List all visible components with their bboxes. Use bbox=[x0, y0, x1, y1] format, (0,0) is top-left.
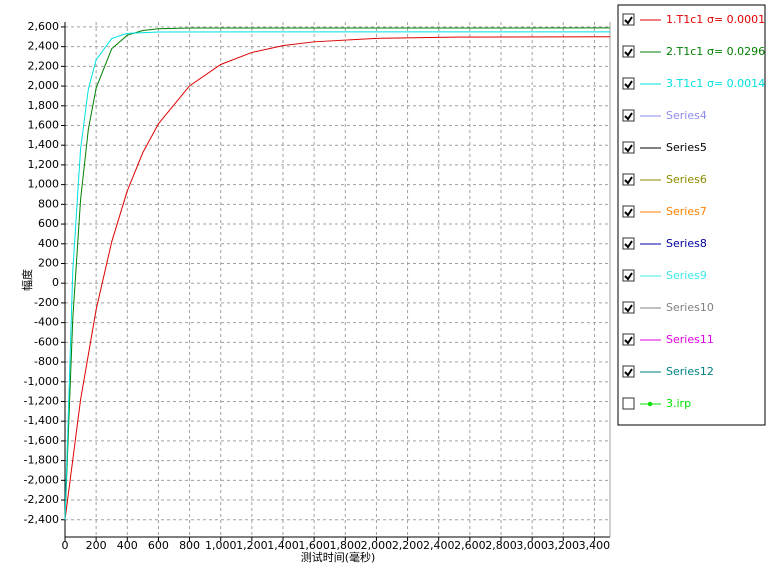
x-tick-label: 2,200 bbox=[392, 539, 424, 552]
x-tick-label: 1,400 bbox=[267, 539, 299, 552]
y-tick-label: -2,400 bbox=[24, 513, 59, 526]
data-line bbox=[64, 36, 611, 520]
y-tick-label: 2,600 bbox=[28, 20, 60, 33]
checkmark bbox=[624, 336, 633, 345]
x-tick-label: 3,200 bbox=[548, 539, 580, 552]
y-tick-label: -2,200 bbox=[24, 493, 59, 506]
y-tick-label: 2,200 bbox=[28, 59, 60, 72]
legend-sigma: σ= 0.0014 bbox=[707, 77, 765, 90]
x-tick-label: 1,800 bbox=[330, 539, 362, 552]
legend-label: Series7 bbox=[666, 205, 707, 218]
data-line bbox=[64, 31, 611, 520]
legend-checkbox[interactable] bbox=[622, 237, 635, 250]
y-tick-label: -400 bbox=[34, 316, 59, 329]
x-tick-label: 2,400 bbox=[423, 539, 455, 552]
checkmark bbox=[624, 144, 633, 153]
x-axis-label: 测试时间(毫秒) bbox=[301, 550, 376, 564]
y-tick-label: 2,400 bbox=[28, 40, 60, 53]
legend-checkbox[interactable] bbox=[622, 173, 635, 186]
x-tick-label: 1,200 bbox=[236, 539, 268, 552]
legend-label: 2.T1c1 bbox=[666, 45, 703, 58]
x-tick-label: 3,400 bbox=[579, 539, 611, 552]
y-tick-label: -600 bbox=[34, 335, 59, 348]
y-tick-label: -1,000 bbox=[24, 375, 59, 388]
y-tick-label: 2,000 bbox=[28, 79, 60, 92]
y-tick-label: -2,000 bbox=[24, 473, 59, 486]
legend-label: Series8 bbox=[666, 237, 707, 250]
y-tick-label: 1,000 bbox=[28, 178, 60, 191]
y-tick-label: -1,400 bbox=[24, 414, 59, 427]
legend-checkbox[interactable] bbox=[622, 13, 635, 26]
x-tick-label: 1,000 bbox=[205, 539, 237, 552]
legend-checkbox[interactable] bbox=[622, 205, 635, 218]
x-tick-label: 2,000 bbox=[361, 539, 393, 552]
y-tick-label: 1,400 bbox=[28, 138, 60, 151]
checkmark bbox=[624, 112, 633, 121]
y-tick-label: 1,600 bbox=[28, 118, 60, 131]
legend-label: 3.irp bbox=[666, 397, 691, 410]
y-tick-label: 0 bbox=[52, 276, 59, 289]
y-tick-label: -1,200 bbox=[24, 394, 59, 407]
y-tick-label: 1,800 bbox=[28, 99, 60, 112]
y-tick-label: 400 bbox=[38, 237, 59, 250]
legend-marker bbox=[647, 401, 653, 407]
y-axis-label: 幅度 bbox=[20, 269, 34, 291]
y-tick-label: -800 bbox=[34, 355, 59, 368]
legend-checkbox[interactable] bbox=[622, 333, 635, 346]
legend-label: Series12 bbox=[666, 365, 714, 378]
checkmark bbox=[624, 368, 633, 377]
y-tick-label: -200 bbox=[34, 296, 59, 309]
legend-checkbox[interactable] bbox=[622, 109, 635, 122]
y-tick-label: 600 bbox=[38, 217, 59, 230]
legend-label: Series4 bbox=[666, 109, 707, 122]
y-tick-label: 800 bbox=[38, 197, 59, 210]
checkmark bbox=[624, 304, 633, 313]
legend-sigma: σ= 0.0001 bbox=[707, 13, 765, 26]
checkmark bbox=[624, 48, 633, 57]
x-tick-label: 200 bbox=[86, 539, 107, 552]
x-tick-label: 2,800 bbox=[485, 539, 517, 552]
legend-label: Series10 bbox=[666, 301, 714, 314]
checkmark bbox=[624, 176, 633, 185]
x-tick-label: 400 bbox=[117, 539, 138, 552]
legend-checkbox[interactable] bbox=[622, 77, 635, 90]
legend-checkbox[interactable] bbox=[622, 365, 635, 378]
legend-label: Series9 bbox=[666, 269, 707, 282]
checkmark bbox=[624, 16, 633, 25]
y-tick-label: -1,600 bbox=[24, 434, 59, 447]
x-tick-label: 600 bbox=[148, 539, 169, 552]
legend-label: 3.T1c1 bbox=[666, 77, 703, 90]
x-tick-label: 0 bbox=[62, 539, 69, 552]
x-tick-label: 800 bbox=[179, 539, 200, 552]
checkmark bbox=[624, 80, 633, 89]
checkmark bbox=[624, 240, 633, 249]
x-tick-label: 2,600 bbox=[454, 539, 486, 552]
legend-sigma: σ= 0.0296 bbox=[707, 45, 765, 58]
y-tick-label: 200 bbox=[38, 256, 59, 269]
legend-checkbox[interactable] bbox=[622, 45, 635, 58]
checkmark bbox=[624, 208, 633, 217]
legend-checkbox[interactable] bbox=[622, 397, 635, 410]
x-tick-label: 1,600 bbox=[298, 539, 330, 552]
y-tick-label: 1,200 bbox=[28, 158, 60, 171]
legend-label: 1.T1c1 bbox=[666, 13, 703, 26]
data-line bbox=[64, 27, 611, 520]
legend-label: Series5 bbox=[666, 141, 707, 154]
legend-label: Series6 bbox=[666, 173, 707, 186]
legend-label: Series11 bbox=[666, 333, 714, 346]
legend-checkbox[interactable] bbox=[622, 269, 635, 282]
legend-checkbox[interactable] bbox=[622, 141, 635, 154]
legend-checkbox[interactable] bbox=[622, 301, 635, 314]
checkmark bbox=[624, 272, 633, 281]
legend-box bbox=[617, 4, 766, 426]
x-tick-label: 3,000 bbox=[516, 539, 548, 552]
y-tick-label: -1,800 bbox=[24, 454, 59, 467]
